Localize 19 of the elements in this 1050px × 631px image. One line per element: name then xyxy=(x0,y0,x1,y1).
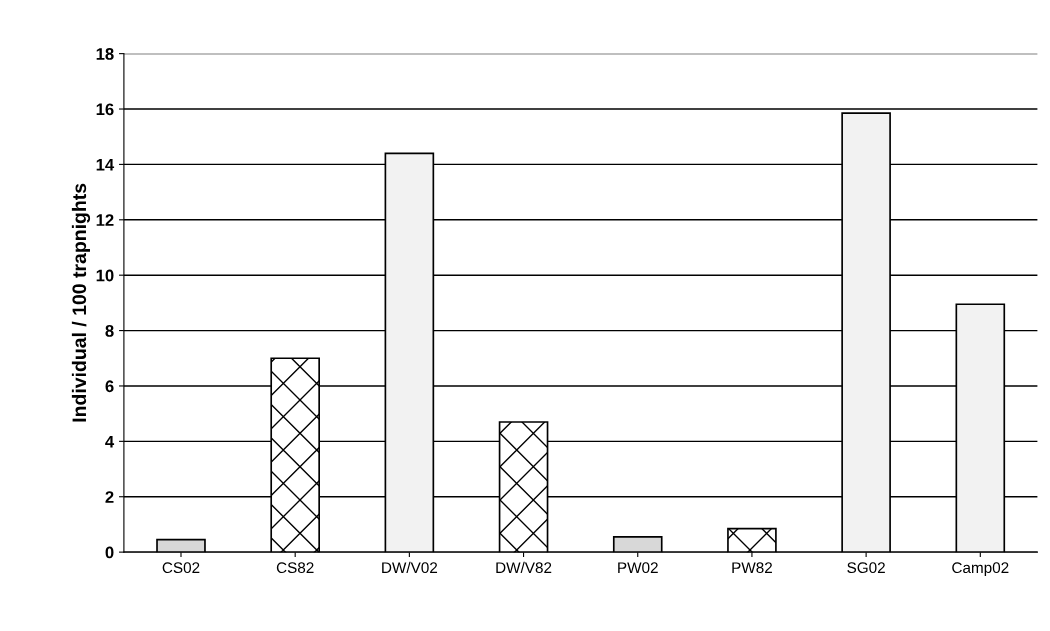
x-tick-label: CS82 xyxy=(276,562,314,574)
y-tick-label: 12 xyxy=(96,214,114,226)
x-tick-label: Camp02 xyxy=(952,562,1009,577)
y-tick-label: 18 xyxy=(96,48,114,60)
x-tick-label: DW/V02 xyxy=(382,561,438,574)
x-tick-label: CS02 xyxy=(162,562,200,574)
y-tick-label: 6 xyxy=(105,380,114,393)
y-tick-label: 4 xyxy=(105,435,115,448)
x-tick-label: PW82 xyxy=(732,562,772,574)
y-tick-label: 10 xyxy=(96,269,114,282)
y-tick-label: 0 xyxy=(105,546,114,559)
x-tick-label: PW02 xyxy=(618,562,658,574)
y-axis-title: Individual / 100 trapnights xyxy=(71,183,91,422)
y-tick-label: 14 xyxy=(96,158,115,171)
y-tick-label: 8 xyxy=(105,324,114,337)
x-tick-label: DW/V82 xyxy=(496,561,552,574)
x-tick-label: SG02 xyxy=(847,562,885,574)
y-tick-label: 2 xyxy=(105,491,114,503)
y-tick-label: 16 xyxy=(96,103,114,116)
